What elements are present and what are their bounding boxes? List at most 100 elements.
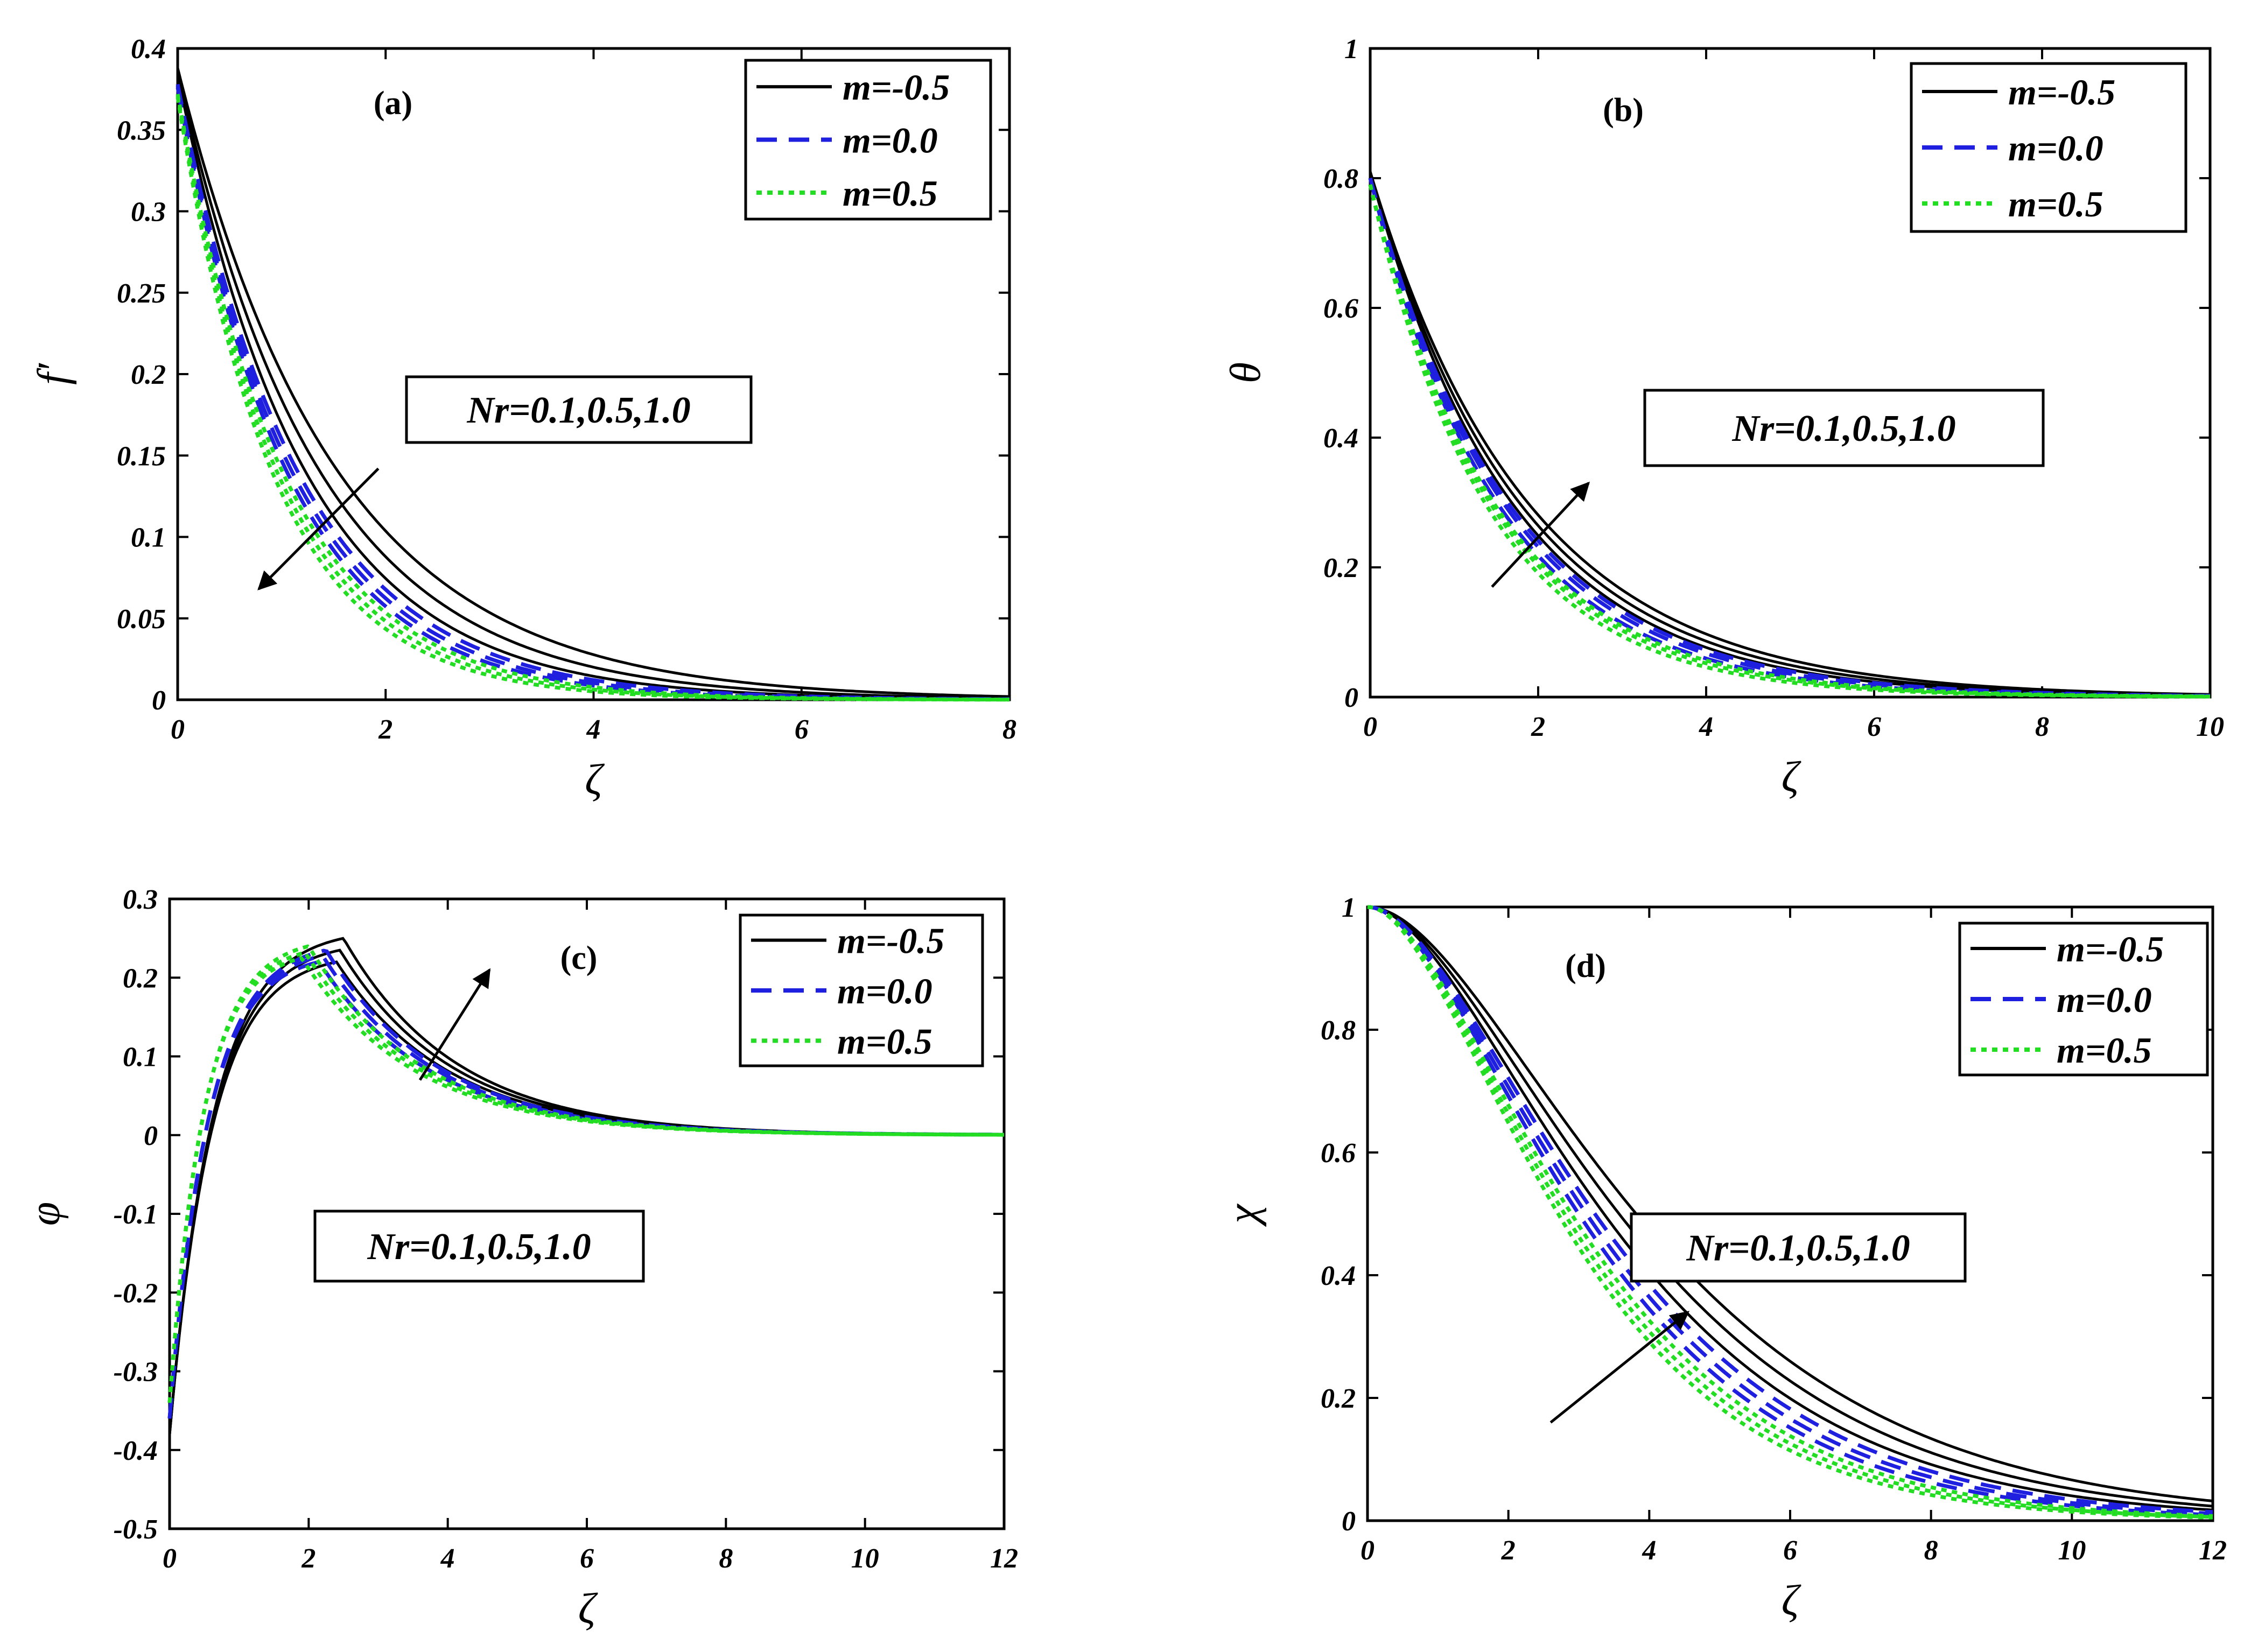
x-tick-label: 0 (163, 1543, 177, 1574)
annotation-label: Nr=0.1,0.5,1.0 (466, 390, 690, 431)
x-axis-label: ζ (1782, 1577, 1801, 1625)
panel-d: 0 2 4 6 8 10 12 0 0.2 0.4 0.6 0.8 1 ζ χ (d) m=-0.5 m=0.0 m… (1219, 892, 2227, 1625)
y-tick-label: 0.2 (1323, 553, 1358, 584)
legend-label: m=0.0 (2057, 979, 2152, 1020)
series-line-m05-nr1 (1367, 905, 2213, 1518)
x-tick-label: 12 (2199, 1535, 2227, 1566)
series-line-m05-nr1 (1368, 184, 2210, 699)
y-tick-label: 0.25 (117, 278, 166, 309)
x-tick-label: 6 (795, 714, 809, 745)
legend-label: m=-0.5 (837, 920, 944, 961)
x-axis-label: ζ (585, 756, 605, 804)
x-tick-label: 6 (580, 1543, 594, 1574)
x-tick-label: 8 (719, 1543, 733, 1574)
series-line-m05-nr05 (176, 71, 1010, 700)
y-axis-label: f′ (30, 363, 77, 385)
x-tick-label: 12 (990, 1543, 1018, 1574)
y-tick-label: 0.1 (123, 1042, 158, 1073)
panel-tag: (d) (1565, 948, 1606, 985)
series-line-m05-nr05 (176, 95, 1009, 702)
legend-label: m=0.0 (2008, 128, 2103, 168)
series-line-m05-nr1 (1367, 905, 2213, 1502)
series-line-m05-nr01 (176, 67, 1010, 698)
series-line-m00-nr01 (176, 83, 1009, 701)
panel-tag: (a) (374, 85, 412, 122)
x-tick-label: 2 (1501, 1535, 1516, 1566)
y-tick-label: 0.2 (123, 963, 158, 994)
panel-c: 0 2 4 6 8 10 12 -0.5 -0.4 -0.3 -0.2 -0.1 0 0.1 0.2 0.3 ζ… (22, 884, 1018, 1633)
x-tick-label: 10 (2196, 712, 2224, 742)
y-tick-label: 0.05 (117, 604, 166, 635)
series-line-m00-nr01 (1367, 905, 2213, 1517)
y-tick-label: 0.8 (1321, 1015, 1356, 1046)
x-tick-label: 4 (1642, 1535, 1656, 1566)
series-line-m00-nr05 (1367, 905, 2213, 1516)
y-tick-label: 0 (1344, 683, 1358, 713)
annotation-label: Nr=0.1,0.5,1.0 (367, 1226, 591, 1268)
annotation-label: Nr=0.1,0.5,1.0 (1731, 408, 1955, 449)
annotation-label: Nr=0.1,0.5,1.0 (1686, 1228, 1910, 1269)
x-tick-label: 0 (1363, 712, 1377, 742)
annotation-box (1630, 1212, 1967, 1283)
y-tick-label: -0.3 (114, 1357, 158, 1388)
panel-b: 0 2 4 6 8 10 0 0.2 0.4 0.6 0.8 1 ζ θ (b) m=-0.5 m=0.0 m=0… (1222, 34, 2224, 801)
legend-label: m=0.5 (843, 173, 938, 214)
y-tick-label: 0.6 (1321, 1138, 1356, 1169)
y-tick-label: 0.2 (131, 360, 166, 390)
series-line-m00-nr1 (1367, 905, 2213, 1514)
y-tick-label: -0.1 (114, 1199, 158, 1230)
panel-tag: (b) (1603, 92, 1644, 129)
axes-frame (1369, 47, 2212, 699)
x-tick-label: 2 (301, 1543, 315, 1574)
x-axis-label: ζ (1782, 754, 1801, 801)
legend-label: m=0.0 (843, 120, 938, 161)
y-tick-label: 0.35 (117, 115, 166, 146)
x-tick-label: 0 (1361, 1535, 1375, 1566)
series-line-m05-nr01 (1367, 905, 2213, 1512)
y-tick-label: -0.5 (114, 1514, 158, 1545)
y-tick-label: 0.3 (131, 197, 166, 228)
y-tick-label: 0 (144, 1121, 158, 1151)
y-axis-label: φ (22, 1202, 69, 1226)
y-tick-label: -0.2 (114, 1278, 158, 1309)
y-tick-label: 0.2 (1321, 1383, 1356, 1414)
x-tick-label: 2 (1531, 712, 1545, 742)
legend-label: m=0.5 (2057, 1030, 2152, 1071)
trend-arrow (418, 968, 491, 1081)
annotation-box (1643, 389, 2045, 467)
y-axis-label: χ (1219, 1204, 1267, 1227)
x-tick-label: 2 (378, 714, 392, 745)
legend-label: m=-0.5 (843, 67, 950, 108)
y-tick-label: 0.4 (1323, 423, 1358, 454)
x-tick-label: 4 (440, 1543, 455, 1574)
y-tick-label: 0.4 (1321, 1261, 1356, 1291)
y-tick-label: 0.1 (131, 523, 166, 553)
series-line-m05-nr1 (176, 97, 1009, 702)
trend-arrow (1491, 481, 1590, 588)
x-tick-label: 8 (1924, 1535, 1938, 1566)
panel-tag: (c) (560, 940, 598, 976)
legend-label: m=0.5 (2008, 184, 2103, 224)
series-line-m05-nr01 (167, 955, 1004, 1403)
x-tick-label: 6 (1867, 712, 1881, 742)
y-tick-label: 0 (1342, 1506, 1356, 1537)
y-tick-label: 1 (1344, 34, 1358, 65)
trend-arrow (257, 467, 380, 590)
legend-label: m=-0.5 (2057, 929, 2164, 969)
y-tick-label: 1 (1342, 892, 1356, 923)
series-line-m05-nr01 (1367, 905, 2213, 1520)
y-tick-label: 0.4 (131, 34, 166, 65)
y-tick-label: 0.8 (1323, 164, 1358, 194)
y-tick-label: -0.4 (114, 1436, 158, 1466)
x-tick-label: 8 (2035, 712, 2049, 742)
x-axis-label: ζ (578, 1585, 598, 1633)
x-tick-label: 10 (851, 1543, 879, 1574)
y-tick-label: 0.6 (1323, 293, 1358, 324)
legend-label: m=-0.5 (2008, 72, 2115, 113)
x-tick-label: 4 (586, 714, 601, 745)
y-axis-label: θ (1222, 362, 1270, 383)
x-tick-label: 10 (2058, 1535, 2086, 1566)
x-tick-label: 0 (171, 714, 185, 745)
legend-label: m=0.5 (837, 1021, 932, 1062)
